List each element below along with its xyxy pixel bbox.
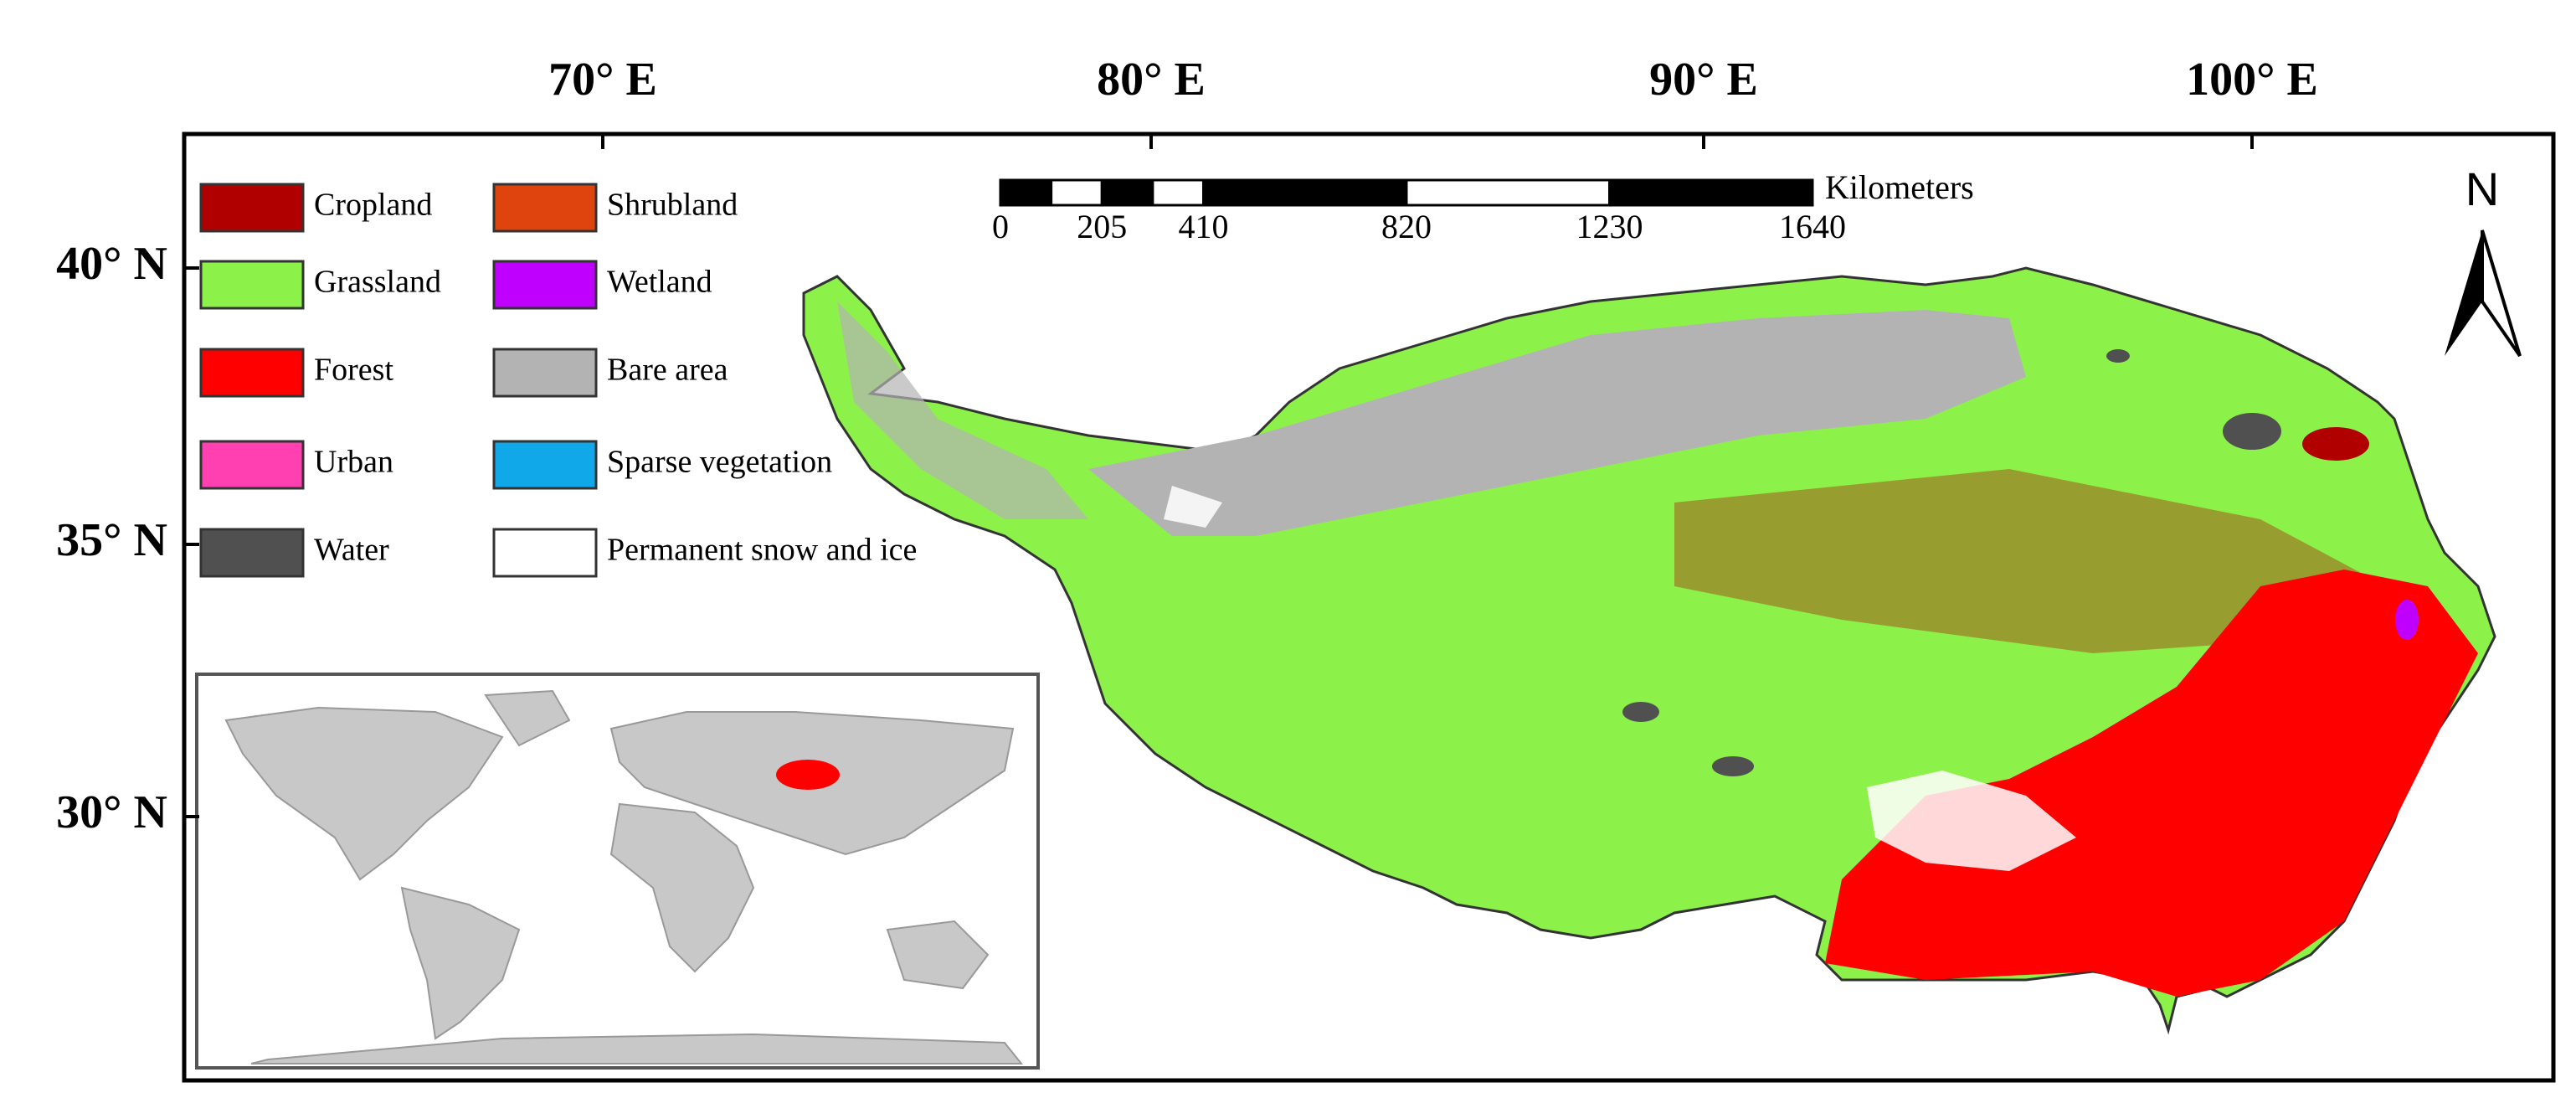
legend-label: Urban [314,445,393,480]
lake [2223,413,2281,450]
south-america [400,886,521,1040]
north-arrow: N [2445,162,2522,358]
snow-region [1867,771,2076,871]
legend-swatch [492,260,598,310]
legend-label: Water [314,533,389,568]
australia [886,920,990,990]
scale-tick-label: 410 [1179,208,1229,245]
study-area-marker [776,760,840,790]
plateau [802,266,2496,1035]
legend-swatch [492,528,598,578]
legend-label: Shrubland [607,188,738,223]
lake [1622,702,1659,722]
legend-label: Grassland [314,265,441,300]
scale-unit: Kilometers [1825,168,1974,206]
africa [609,802,755,973]
legend-swatch [199,183,305,233]
cropland-patch [2302,427,2369,461]
antarctica [250,1033,1024,1064]
latitude-label: 40° N [56,238,167,290]
scale-segment [1608,178,1814,207]
legend-swatch [492,440,598,490]
legend-swatch [492,183,598,233]
forest-region [1825,570,2478,997]
snow-region [1164,486,1222,528]
wetland-patch [2395,600,2419,640]
greenland [484,689,571,747]
legend-label: Cropland [314,188,432,223]
north-arrow-right [2481,229,2522,358]
scale-segment [999,178,1053,207]
scale-segment [1050,178,1103,207]
inset [195,673,1040,1070]
legend-swatch [199,348,305,398]
north-arrow-left [2445,230,2482,356]
scale-segment [1100,178,1154,207]
legend-swatch [492,348,598,398]
longitude-label: 70° E [548,54,657,106]
legend-label: Sparse vegetation [607,445,832,480]
longitude-label: 90° E [1649,54,1758,106]
longitude-label: 100° E [2186,54,2318,106]
scale-tick-label: 205 [1077,208,1127,245]
scale-segment [1202,178,1408,207]
latitude-label: 30° N [56,786,167,838]
bare-area-region [1088,310,2026,536]
scale-tick-label: 1640 [1779,208,1846,245]
scale-tick-label: 1230 [1576,208,1643,245]
north-america [224,706,504,881]
legend-label: Bare area [607,353,728,388]
north-label: N [2465,162,2499,215]
legend-swatch [199,528,305,578]
longitude-label: 80° E [1097,54,1206,106]
legend-swatch [199,260,305,310]
legend-label: Forest [314,353,393,388]
legend-swatch [199,440,305,490]
cropland-region [1674,469,2386,653]
lake [1712,756,1754,776]
latitude-label: 35° N [56,514,167,566]
scale-segment [1151,178,1205,207]
scale-tick-label: 820 [1381,208,1432,245]
scale-segment [1405,178,1611,207]
legend-label: Wetland [607,265,712,300]
bare-area-region [837,302,1088,519]
legend-label: Permanent snow and ice [607,533,917,568]
lake [2106,349,2130,363]
scale-tick-label: 0 [992,208,1009,245]
